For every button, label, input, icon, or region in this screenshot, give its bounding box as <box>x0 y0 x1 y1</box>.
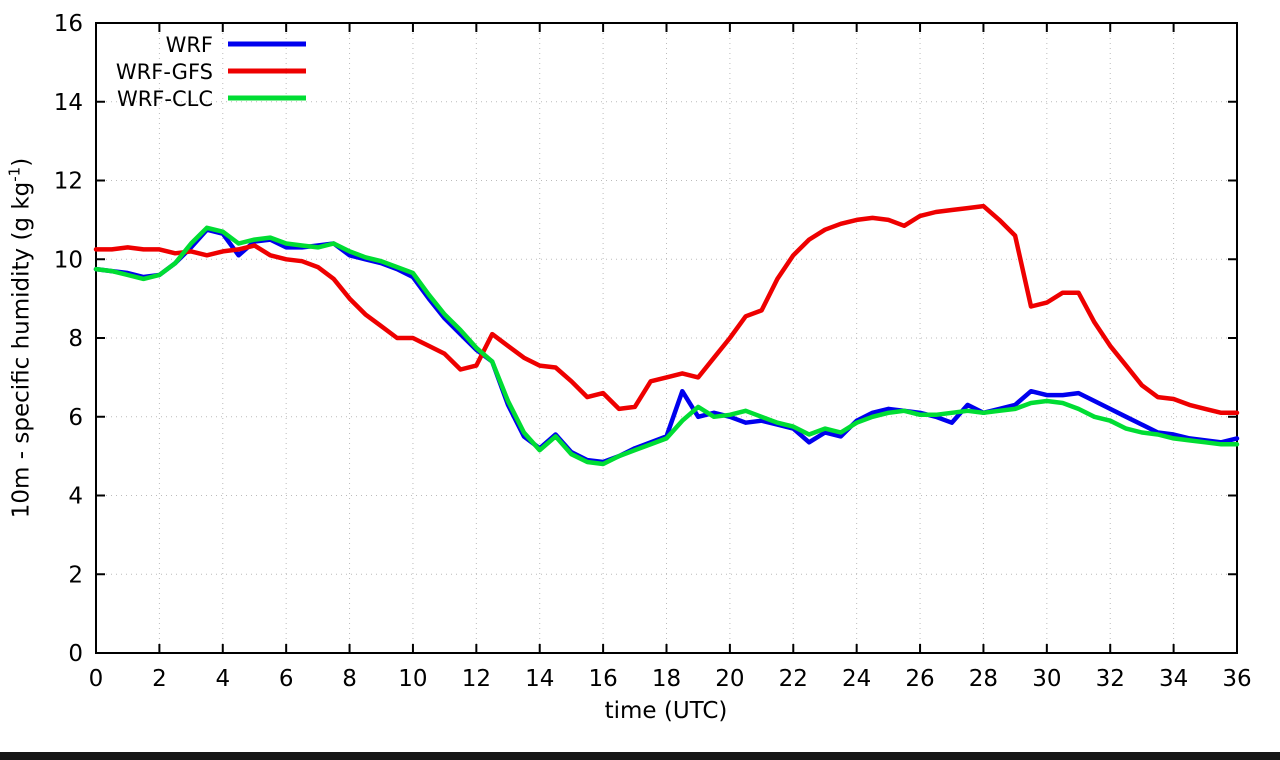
x-tick-label: 0 <box>89 666 104 692</box>
y-axis-label: 10m - specific humidity (g kg-1) <box>6 158 35 518</box>
legend-label-wrf-clc: WRF-CLC <box>117 87 213 111</box>
x-tick-label: 14 <box>525 666 554 692</box>
x-tick-label: 10 <box>398 666 427 692</box>
x-tick-label: 22 <box>779 666 808 692</box>
bottom-strip <box>0 752 1280 760</box>
y-tick-label: 6 <box>68 405 83 431</box>
x-tick-label: 16 <box>588 666 617 692</box>
x-tick-label: 32 <box>1096 666 1125 692</box>
x-axis-label: time (UTC) <box>604 698 728 724</box>
x-tick-label: 26 <box>905 666 934 692</box>
legend-label-wrf-gfs: WRF-GFS <box>116 60 213 84</box>
x-tick-label: 24 <box>842 666 871 692</box>
x-tick-label: 4 <box>215 666 230 692</box>
series-line-wrf <box>93 227 1240 465</box>
y-tick-label: 12 <box>54 169 83 195</box>
x-tick-label: 2 <box>152 666 167 692</box>
x-tick-label: 28 <box>969 666 998 692</box>
y-tick-label: 2 <box>68 562 83 588</box>
x-tick-label: 34 <box>1159 666 1188 692</box>
y-axis-label-close: ) <box>8 157 35 167</box>
series-line-wrf-gfs <box>93 203 1240 416</box>
y-tick-label: 4 <box>68 484 83 510</box>
x-tick-label: 8 <box>342 666 357 692</box>
y-axis-label-main: 10m - specific humidity (g kg <box>8 181 35 519</box>
x-tick-label: 6 <box>279 666 294 692</box>
y-tick-label: 8 <box>68 326 83 352</box>
x-tick-label: 20 <box>715 666 744 692</box>
legend-label-wrf: WRF <box>166 33 213 57</box>
y-tick-label: 14 <box>54 90 83 116</box>
plot-border <box>95 22 1238 654</box>
y-tick-label: 10 <box>54 247 83 273</box>
x-tick-label: 30 <box>1032 666 1061 692</box>
x-tick-label: 36 <box>1222 666 1251 692</box>
y-tick-label: 0 <box>68 641 83 667</box>
y-axis-label-sup: -1 <box>5 166 24 182</box>
series-line-wrf-clc <box>93 225 1240 467</box>
x-tick-label: 18 <box>652 666 681 692</box>
y-tick-label: 16 <box>54 11 83 37</box>
x-tick-label: 12 <box>462 666 491 692</box>
